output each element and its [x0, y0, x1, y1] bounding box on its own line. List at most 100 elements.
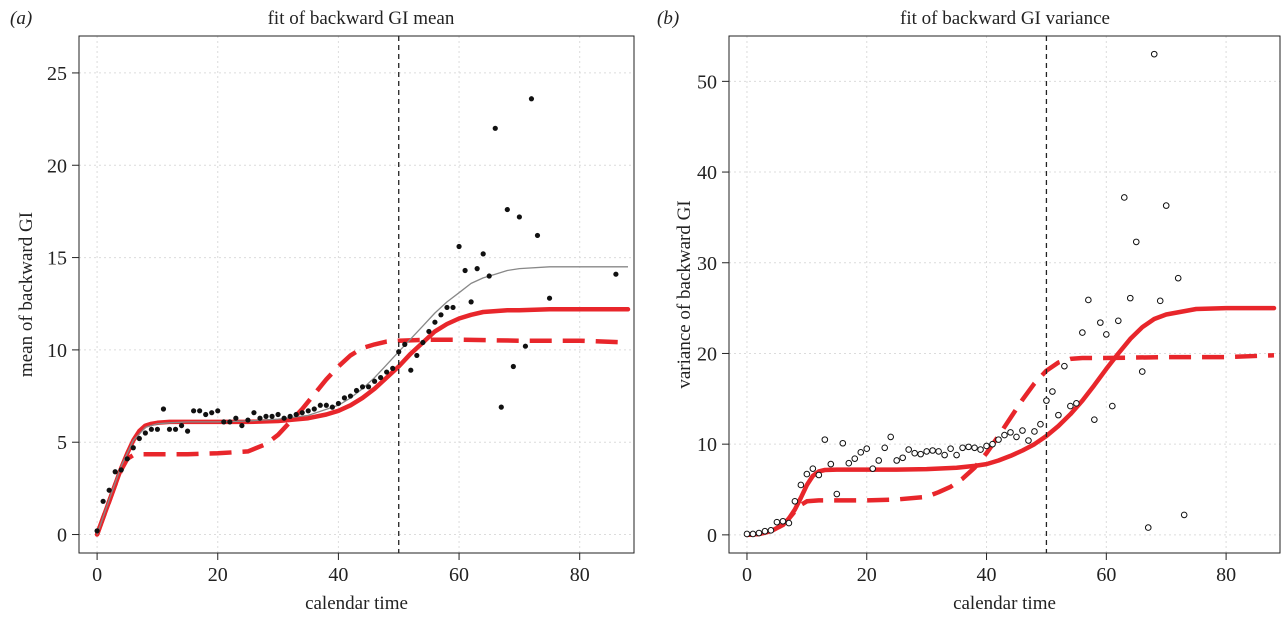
data-point	[311, 406, 317, 412]
data-point	[893, 457, 900, 464]
data-point	[112, 469, 118, 475]
data-point	[450, 304, 456, 311]
data-point	[136, 435, 142, 442]
data-point	[965, 443, 972, 451]
data-point	[293, 411, 299, 418]
data-point	[971, 444, 978, 452]
x-tick-label: 60	[449, 564, 469, 586]
data-point	[154, 426, 161, 432]
data-point	[857, 449, 865, 456]
data-point	[935, 448, 942, 455]
data-point	[1049, 388, 1056, 395]
chart-title: fit of backward GI variance	[900, 8, 1110, 29]
x-tick-label: 0	[742, 564, 752, 586]
data-point	[977, 446, 984, 453]
data-point	[492, 125, 498, 131]
data-point	[1120, 194, 1128, 201]
data-point	[546, 295, 553, 301]
data-point	[1007, 429, 1014, 436]
data-point	[227, 419, 233, 425]
y-axis-label: variance of backward GI	[674, 200, 695, 388]
data-point	[911, 449, 918, 457]
data-point	[917, 450, 924, 458]
data-point	[953, 451, 960, 459]
data-point	[420, 339, 426, 346]
y-tick-label: 50	[697, 71, 717, 93]
data-point	[947, 445, 954, 452]
x-axis-label: calendar time	[305, 593, 408, 614]
data-point	[839, 439, 847, 447]
data-point	[251, 410, 257, 416]
y-tick-label: 0	[707, 525, 717, 547]
data-point	[989, 440, 996, 448]
data-point	[1079, 329, 1086, 336]
data-point	[1174, 274, 1182, 282]
chart-panel-a: 0 20 40 60 80 0 5 10 15 20 25 (a) fit of backward GI…	[10, 8, 635, 614]
data-point	[1019, 427, 1026, 434]
data-point	[821, 436, 829, 443]
data-point	[396, 349, 402, 355]
data-point	[1043, 397, 1050, 404]
x-tick-label: 40	[328, 564, 348, 586]
y-tick-label: 10	[47, 340, 67, 362]
data-point	[803, 470, 811, 478]
data-point	[1001, 431, 1008, 439]
data-point	[408, 367, 414, 373]
data-point	[773, 518, 781, 526]
data-point	[329, 404, 335, 410]
data-point	[528, 96, 535, 102]
fit-line-dashed	[94, 337, 629, 536]
y-tick-label: 30	[697, 253, 717, 275]
data-point	[1091, 416, 1098, 423]
data-point	[124, 456, 130, 462]
data-point	[353, 387, 360, 394]
chart-panel-b: 0 20 40 60 80 0 10 20 30 40 50 (b) fit of backward G…	[657, 8, 1281, 614]
data-point	[100, 498, 106, 504]
data-point	[317, 402, 323, 408]
x-tick-label: 0	[92, 564, 102, 586]
data-point	[480, 251, 486, 257]
x-tick-label: 40	[977, 564, 997, 586]
data-point	[402, 341, 408, 347]
data-point	[498, 404, 504, 410]
y-tick-label: 5	[57, 432, 67, 454]
data-point	[749, 530, 757, 538]
data-point	[184, 428, 191, 434]
data-point	[881, 444, 889, 452]
data-point	[335, 400, 342, 407]
fit-line-solid	[744, 305, 1277, 538]
fit-line-thin	[96, 266, 628, 535]
data-point	[941, 451, 948, 459]
data-point	[191, 408, 197, 414]
data-point	[1114, 317, 1122, 325]
data-point	[438, 312, 444, 318]
data-point	[755, 529, 763, 537]
data-point	[743, 530, 751, 538]
x-axis-label: calendar time	[953, 593, 1056, 614]
data-point	[1180, 511, 1188, 519]
data-point	[305, 408, 311, 414]
data-point	[516, 214, 522, 220]
data-point	[899, 454, 906, 462]
data-point	[809, 465, 817, 472]
data-point	[887, 433, 895, 441]
data-point	[1013, 433, 1020, 441]
data-point	[504, 206, 510, 213]
data-point	[613, 271, 619, 277]
data-point	[1138, 368, 1146, 375]
data-point	[1144, 524, 1152, 531]
data-point	[468, 299, 474, 305]
data-point	[929, 447, 936, 454]
data-point	[106, 487, 112, 493]
data-point	[875, 457, 883, 464]
y-tick-label: 20	[697, 343, 717, 365]
data-point	[263, 413, 269, 419]
data-point	[444, 304, 450, 311]
data-point	[94, 528, 100, 534]
data-point	[959, 444, 966, 452]
plot-frame	[78, 35, 635, 554]
data-point	[905, 446, 912, 453]
data-point	[779, 517, 787, 525]
data-point	[275, 411, 281, 418]
